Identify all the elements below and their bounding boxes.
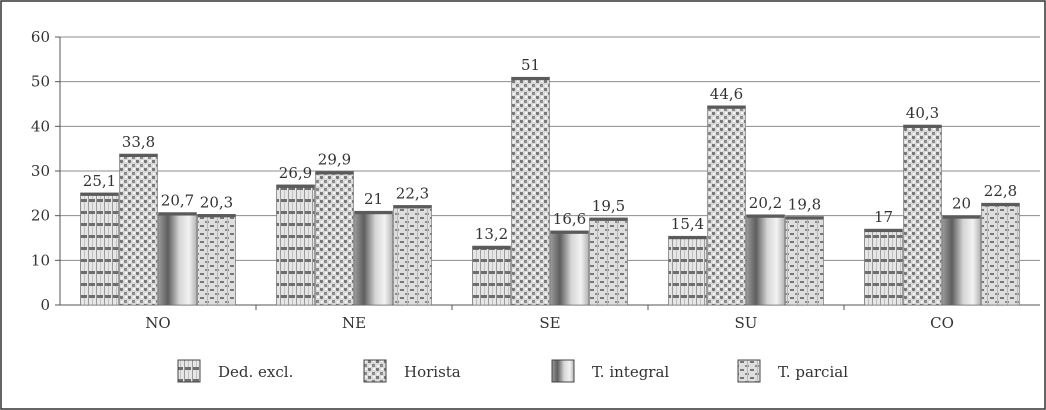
y-tick-label: 0 (40, 296, 50, 314)
data-label: 20,3 (200, 193, 233, 211)
bar-su-series-3 (785, 216, 824, 306)
legend-swatch-2 (551, 359, 575, 383)
data-label: 19,8 (788, 196, 821, 214)
bar-ne-series-3 (393, 205, 432, 306)
bar-no-series-1 (119, 153, 158, 306)
bar-top-edge (707, 105, 746, 109)
y-tick-label: 40 (31, 117, 50, 135)
legend-label: T. integral (592, 363, 669, 381)
data-label: 17 (874, 208, 893, 226)
y-tick-label: 50 (31, 73, 50, 91)
data-label: 19,5 (592, 197, 625, 215)
bar-top-edge (472, 246, 511, 250)
bar-su-series-2 (746, 214, 785, 306)
bar-co-series-0 (864, 228, 903, 306)
data-labels: 25,1 33,8 20,7 20,3 26,9 29,9 21 22,3 13,2 51 16,6… (83, 56, 1017, 243)
legend-label: Horista (404, 363, 461, 381)
legend-label: T. parcial (778, 363, 848, 381)
bar-top-edge (589, 217, 628, 221)
data-label: 25,1 (83, 172, 116, 190)
bars (80, 76, 1020, 306)
legend-label: Ded. excl. (218, 363, 293, 381)
bar-top-edge (354, 211, 393, 215)
x-tick-label: SE (539, 314, 560, 332)
bar-top-edge (158, 212, 197, 216)
data-label: 20,7 (161, 192, 194, 210)
legend-swatch-3 (737, 359, 761, 383)
bar-top-edge (550, 230, 589, 234)
bar-top-edge (119, 154, 158, 158)
bar-se-series-2 (550, 230, 589, 306)
bar-top-edge (393, 205, 432, 209)
bar-top-edge (746, 214, 785, 218)
bar-top-edge (276, 184, 315, 188)
bar-top-edge (668, 236, 707, 240)
y-tick-label: 10 (31, 251, 50, 269)
bar-top-edge (197, 214, 236, 218)
bar-top-edge (903, 124, 942, 128)
data-label: 15,4 (671, 215, 704, 233)
bar-co-series-2 (942, 215, 981, 306)
data-label: 33,8 (122, 133, 155, 151)
data-label: 51 (521, 56, 540, 74)
x-tick-label: NO (145, 314, 170, 332)
bar-se-series-1 (511, 76, 550, 306)
bar-su-series-1 (707, 105, 746, 306)
x-tick-label: SU (735, 314, 758, 332)
data-label: 20,2 (749, 194, 782, 212)
y-tick-label: 30 (31, 162, 50, 180)
bar-top-edge (942, 215, 981, 219)
data-label: 22,8 (984, 182, 1017, 200)
data-label: 29,9 (318, 150, 351, 168)
bar-top-edge (981, 203, 1020, 207)
data-label: 22,3 (396, 184, 429, 202)
bar-co-series-3 (981, 202, 1020, 306)
data-label: 16,6 (553, 210, 586, 228)
bar-top-edge (511, 77, 550, 81)
x-tick-label: NE (342, 314, 366, 332)
bar-ne-series-2 (354, 210, 393, 306)
bar-no-series-3 (197, 214, 236, 306)
legend-swatch-1 (363, 359, 387, 383)
y-tick-label: 60 (31, 28, 50, 46)
data-label: 40,3 (906, 104, 939, 122)
data-label: 44,6 (710, 85, 743, 103)
legend: Ded. excl. Horista T. integral T. parcial (177, 359, 848, 383)
data-label: 21 (364, 190, 383, 208)
bar-top-edge (864, 229, 903, 233)
x-tick-label: CO (930, 314, 954, 332)
data-label: 20 (952, 195, 971, 213)
bar-top-edge (785, 216, 824, 220)
bar-no-series-2 (158, 212, 197, 306)
data-label: 13,2 (475, 225, 508, 243)
bar-top-edge (315, 171, 354, 175)
bar-no-series-0 (80, 192, 119, 306)
bar-ne-series-1 (315, 171, 354, 306)
bar-ne-series-0 (276, 184, 315, 306)
bar-se-series-0 (472, 245, 511, 306)
bar-se-series-3 (589, 217, 628, 306)
y-tick-label: 20 (31, 207, 50, 225)
bar-co-series-1 (903, 124, 942, 306)
bar-su-series-0 (668, 235, 707, 306)
legend-swatch-0 (177, 359, 201, 383)
bar-top-edge (80, 192, 119, 196)
data-label: 26,9 (279, 164, 312, 182)
